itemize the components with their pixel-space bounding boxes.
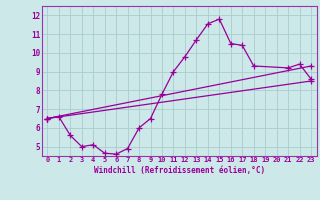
X-axis label: Windchill (Refroidissement éolien,°C): Windchill (Refroidissement éolien,°C)	[94, 166, 265, 175]
